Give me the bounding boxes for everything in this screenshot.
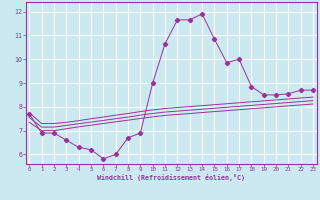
X-axis label: Windchill (Refroidissement éolien,°C): Windchill (Refroidissement éolien,°C) [97,174,245,181]
